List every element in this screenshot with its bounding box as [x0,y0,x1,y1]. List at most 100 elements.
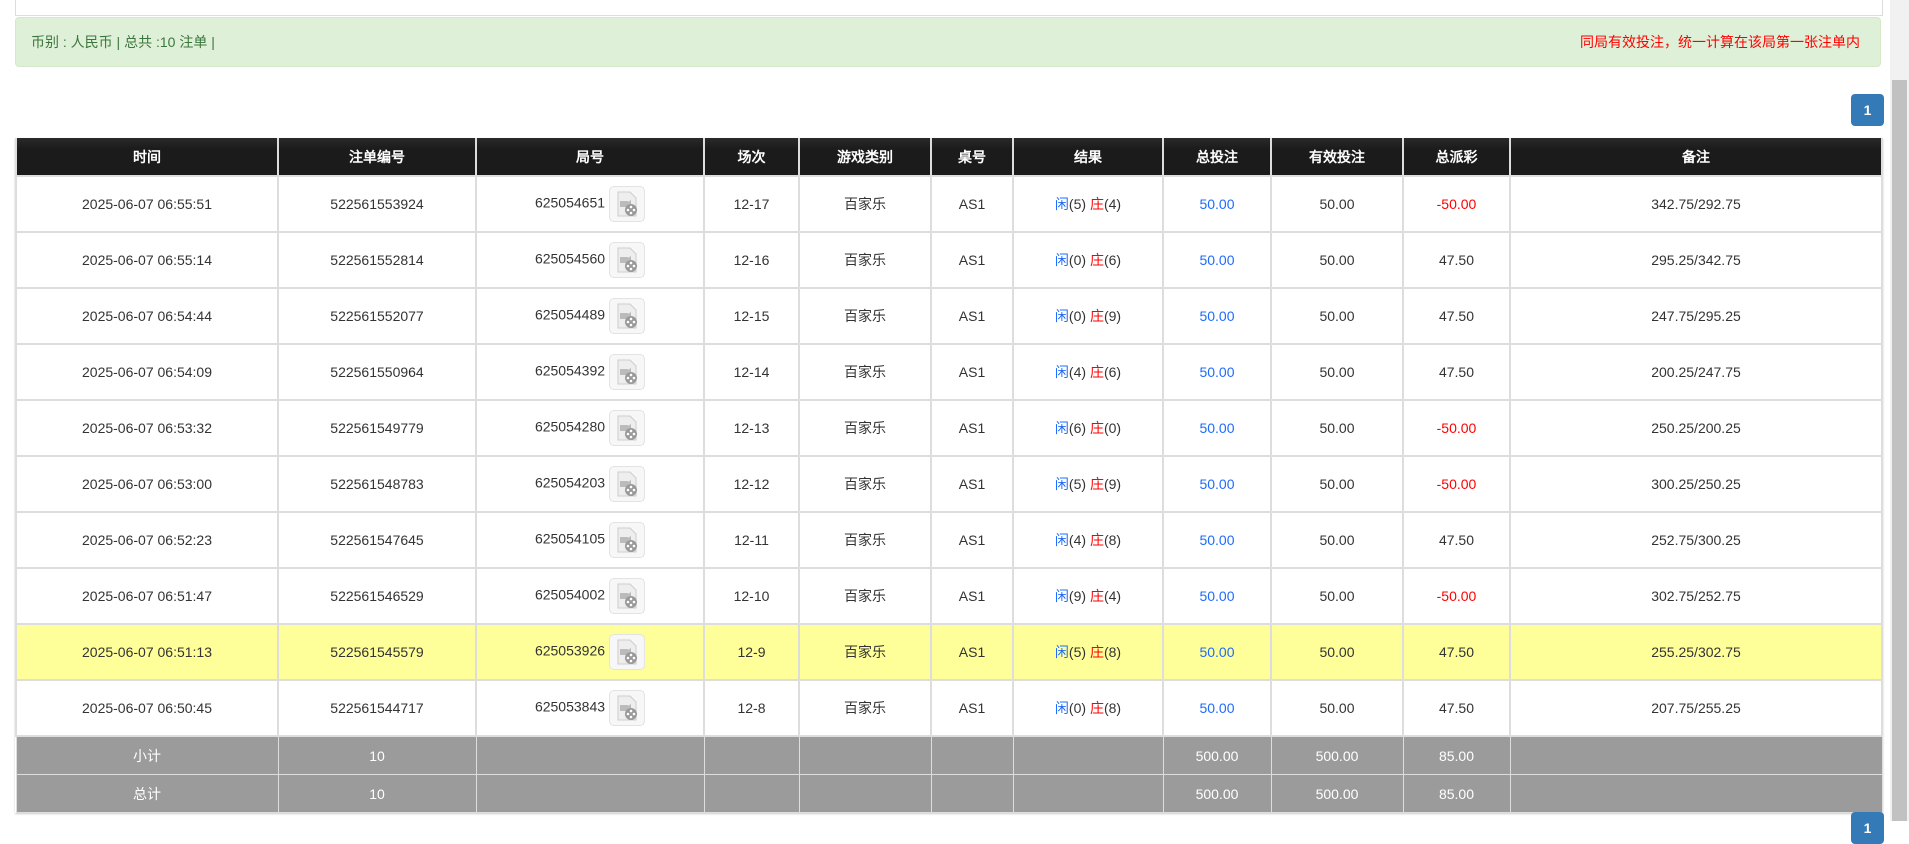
banker-score: (8) [1103,644,1122,660]
table-row[interactable]: 2025-06-07 06:53:00 522561548783 625054203… [15,455,1883,513]
payout-cell: -50.00 [1402,399,1511,457]
column-header: 备注 [1509,138,1883,176]
player-score: (4) [1068,532,1087,548]
scrollbar[interactable] [1890,0,1909,821]
total-bet-cell: 50.00 [1162,399,1272,457]
page-button-bottom[interactable]: 1 [1851,812,1884,844]
note-cell: 200.25/247.75 [1509,343,1883,401]
bet-id-cell: 522561545579 [277,623,477,681]
result-cell: 闲(9) 庄(4) [1012,567,1164,625]
banker-label: 庄 [1089,588,1104,604]
empty-cell [798,735,932,775]
total-bet-cell: 50.00 [1162,287,1272,345]
total-bet-cell: 50.00 [1162,343,1272,401]
player-label: 闲 [1054,532,1069,548]
round-cell: 625054392 [475,343,705,401]
banker-score: (9) [1103,308,1122,324]
valid-bet-cell: 50.00 [1270,455,1404,513]
shoe-cell: 12-17 [703,175,800,233]
video-replay-icon[interactable] [609,410,646,446]
game-type-cell: 百家乐 [798,679,932,737]
video-replay-icon[interactable] [609,578,646,614]
video-replay-icon[interactable] [609,298,646,334]
player-label: 闲 [1054,308,1069,324]
column-header: 结果 [1012,138,1164,176]
table-row[interactable]: 2025-06-07 06:55:51 522561553924 625054651… [15,175,1883,233]
shoe-cell: 12-8 [703,679,800,737]
table-row[interactable]: 2025-06-07 06:50:45 522561544717 625053843… [15,679,1883,737]
player-score: (0) [1068,252,1087,268]
empty-cell [1012,774,1164,813]
table-row[interactable]: 2025-06-07 06:53:32 522561549779 625054280… [15,399,1883,457]
round-number: 625054002 [534,586,606,603]
subtotal-count: 10 [277,735,477,775]
video-replay-icon[interactable] [609,354,646,390]
valid-bet-cell: 50.00 [1270,231,1404,289]
banker-label: 庄 [1089,700,1104,716]
time-cell: 2025-06-07 06:55:14 [15,231,279,289]
currency-summary: 币别 : 人民币 | 总共 :10 注单 | [31,34,215,50]
table-id-cell: AS1 [930,175,1014,233]
table-row[interactable]: 2025-06-07 06:54:44 522561552077 625054489… [15,287,1883,345]
table-row[interactable]: 2025-06-07 06:52:23 522561547645 625054105… [15,511,1883,569]
player-score: (9) [1068,588,1087,604]
table-row[interactable]: 2025-06-07 06:51:13 522561545579 625053926… [15,623,1883,681]
total-bet-cell: 50.00 [1162,623,1272,681]
table-id-cell: AS1 [930,343,1014,401]
player-label: 闲 [1054,196,1069,212]
table-row[interactable]: 2025-06-07 06:55:14 522561552814 625054560… [15,231,1883,289]
video-replay-icon[interactable] [609,466,646,502]
total-bet-cell: 50.00 [1162,175,1272,233]
scrollbar-thumb[interactable] [1892,80,1907,821]
time-cell: 2025-06-07 06:55:51 [15,175,279,233]
bet-id-cell: 522561549779 [277,399,477,457]
table-row[interactable]: 2025-06-07 06:54:09 522561550964 625054392… [15,343,1883,401]
shoe-cell: 12-10 [703,567,800,625]
total-bet-cell: 50.00 [1162,511,1272,569]
video-replay-icon[interactable] [609,186,646,222]
total-label: 总计 [15,774,279,813]
banker-label: 庄 [1089,364,1104,380]
payout-cell: 47.50 [1402,511,1511,569]
table-id-cell: AS1 [930,679,1014,737]
payout-cell: 47.50 [1402,623,1511,681]
round-number: 625054489 [534,306,606,323]
round-cell: 625054105 [475,511,705,569]
bet-id-cell: 522561550964 [277,343,477,401]
page-button-top[interactable]: 1 [1851,94,1884,126]
player-label: 闲 [1054,644,1069,660]
round-cell: 625054651 [475,175,705,233]
banker-score: (9) [1103,476,1122,492]
banker-label: 庄 [1089,252,1104,268]
table-row[interactable]: 2025-06-07 06:51:47 522561546529 625054002… [15,567,1883,625]
player-score: (5) [1068,644,1087,660]
valid-bet-cell: 50.00 [1270,623,1404,681]
banker-label: 庄 [1089,532,1104,548]
column-header: 时间 [15,138,279,176]
note-cell: 302.75/252.75 [1509,567,1883,625]
video-replay-icon[interactable] [609,522,646,558]
shoe-cell: 12-11 [703,511,800,569]
video-replay-icon[interactable] [609,634,646,670]
payout-cell: 47.50 [1402,287,1511,345]
time-cell: 2025-06-07 06:54:09 [15,343,279,401]
column-header: 注单编号 [277,138,477,176]
empty-cell [1509,774,1883,813]
total-row: 总计 10 500.00 500.00 85.00 [15,774,1883,813]
subtotal-label: 小计 [15,735,279,775]
game-type-cell: 百家乐 [798,175,932,233]
note-cell: 252.75/300.25 [1509,511,1883,569]
video-replay-icon[interactable] [609,690,646,726]
empty-cell [798,774,932,813]
valid-bet-cell: 50.00 [1270,287,1404,345]
column-header: 桌号 [930,138,1014,176]
payout-cell: -50.00 [1402,567,1511,625]
video-replay-icon[interactable] [609,242,646,278]
player-score: (5) [1068,476,1087,492]
time-cell: 2025-06-07 06:51:13 [15,623,279,681]
total-bet-cell: 50.00 [1162,455,1272,513]
notice-text: 同局有效投注，统一计算在该局第一张注单内 [1580,34,1860,50]
empty-cell [1012,735,1164,775]
banker-score: (8) [1103,700,1122,716]
total-bet-cell: 50.00 [1162,567,1272,625]
